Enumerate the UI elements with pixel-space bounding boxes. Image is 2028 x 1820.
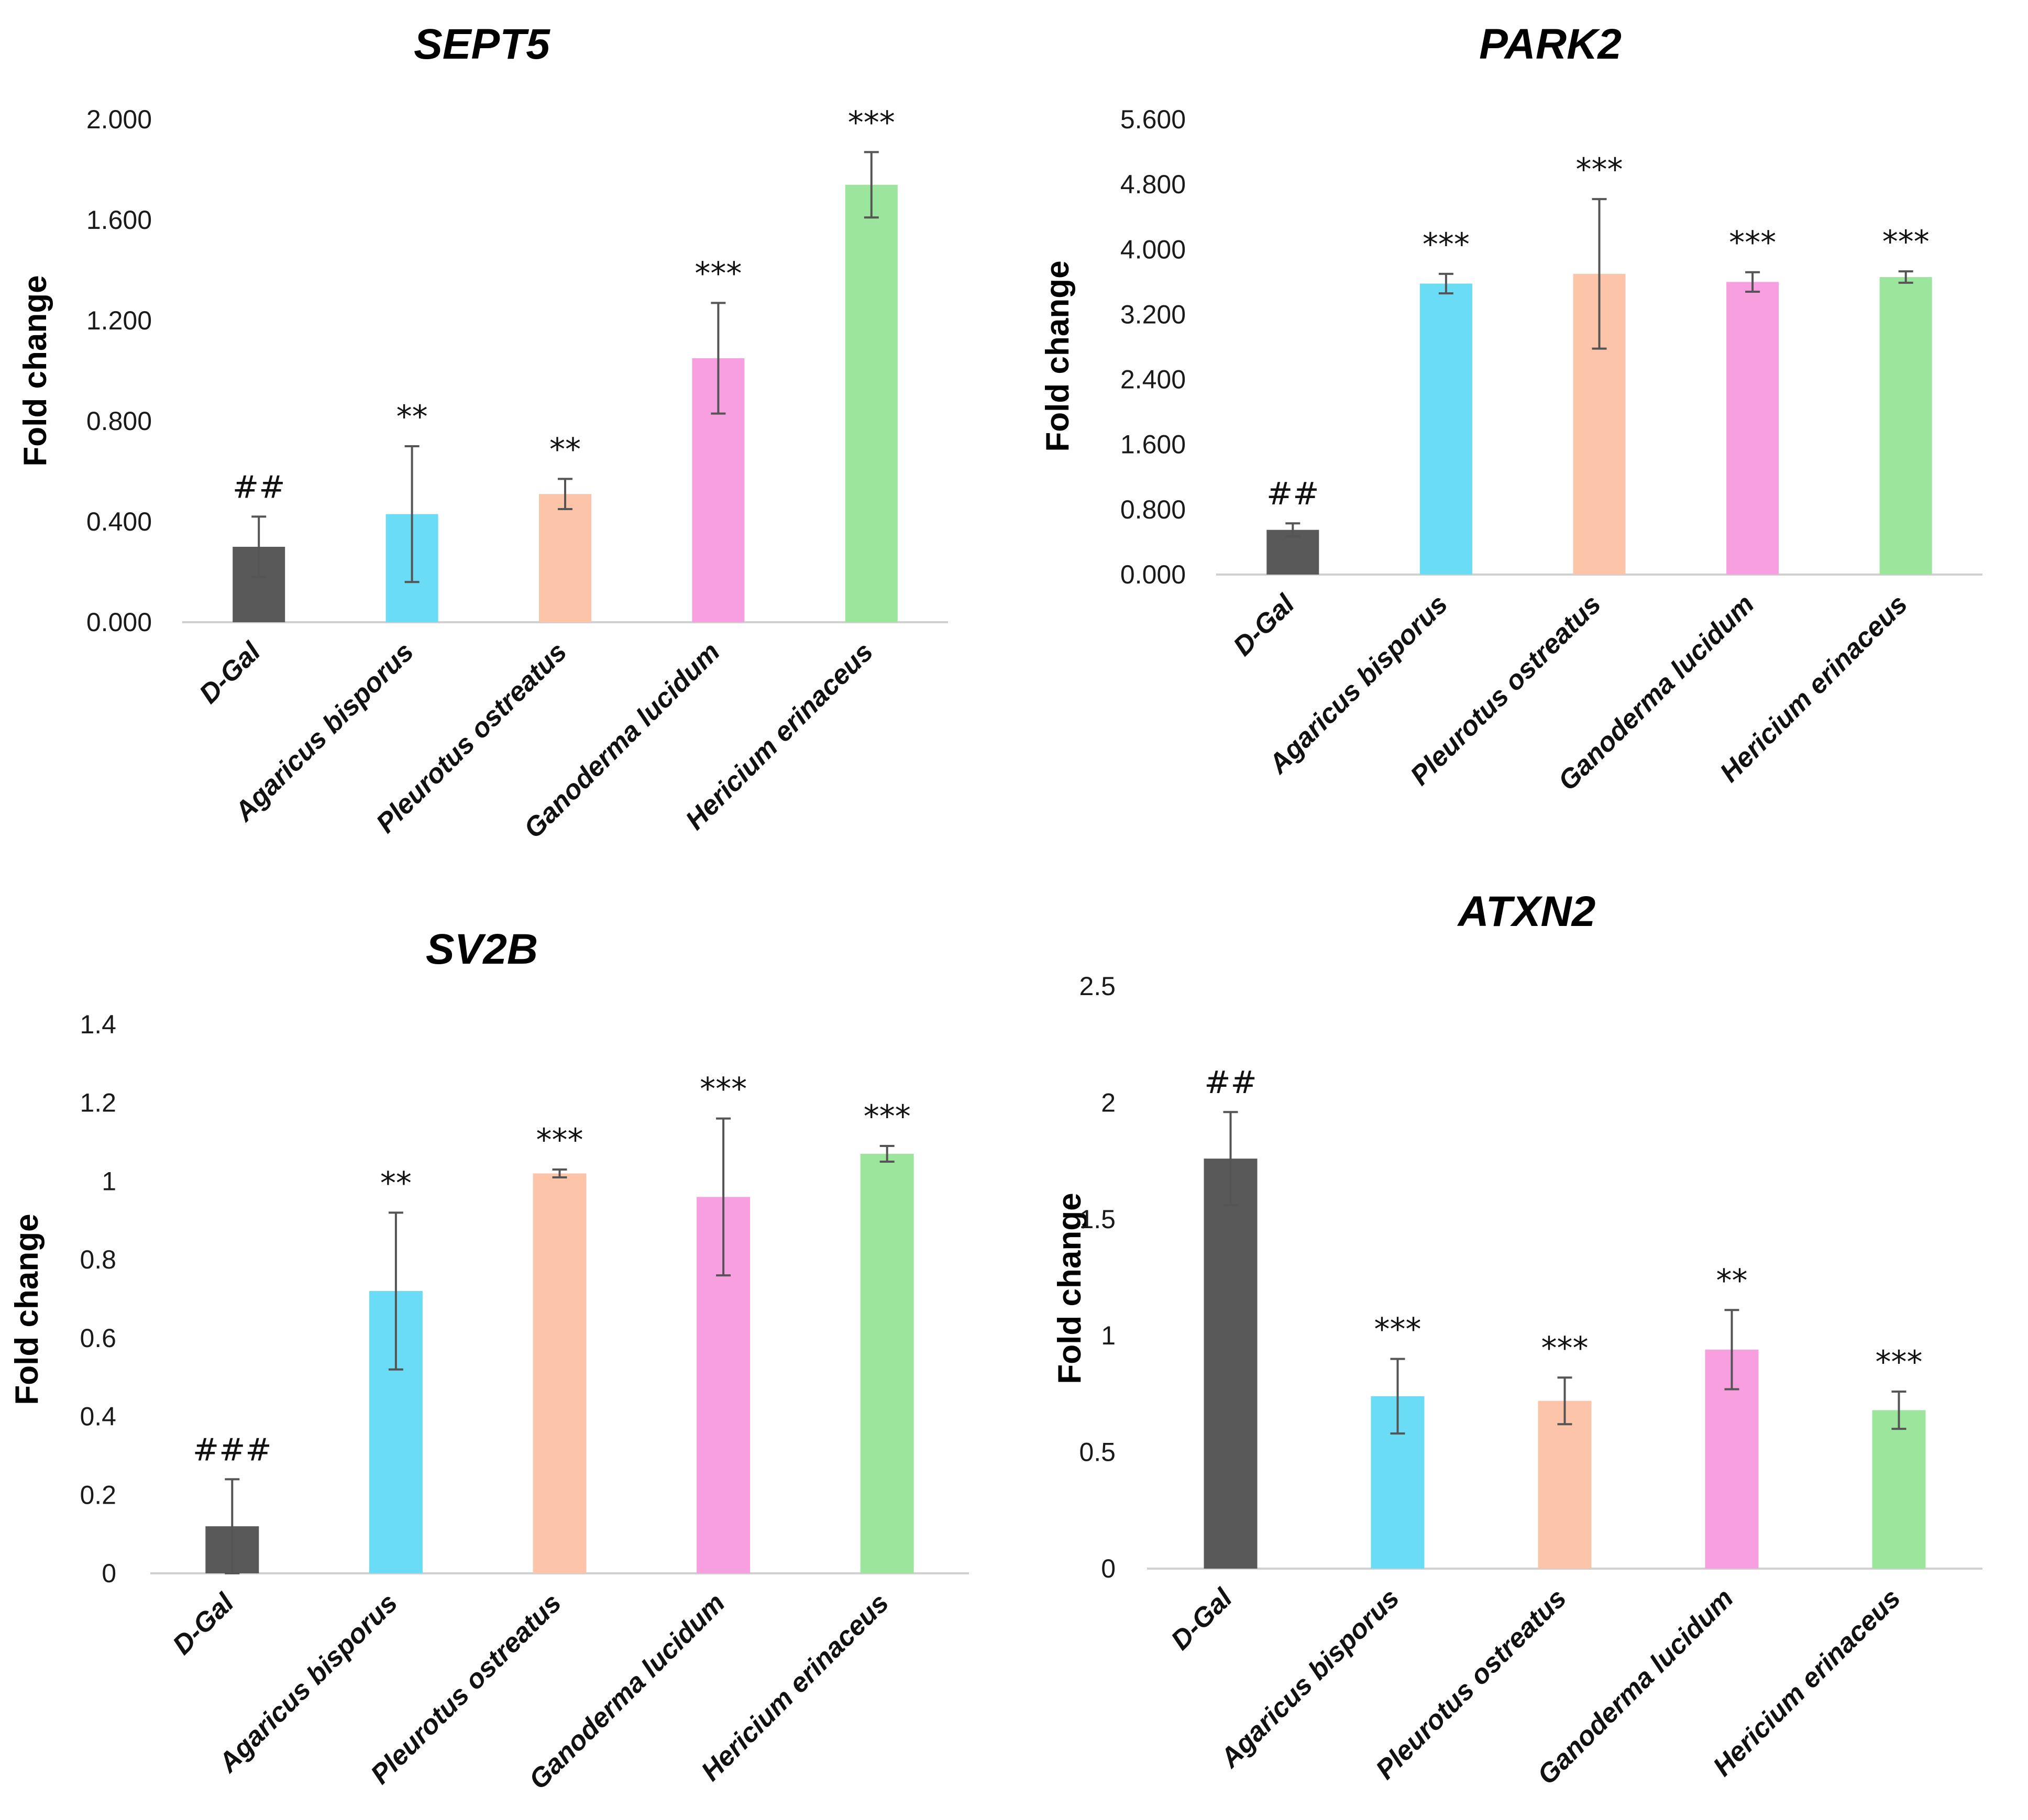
- y-axis-label: Fold change: [1052, 1193, 1088, 1384]
- y-tick-label: 0.4: [80, 1402, 116, 1431]
- category-label: D-Gal: [1228, 588, 1301, 661]
- y-tick-label: 1.2: [80, 1088, 116, 1118]
- chart-sv2b: SV2B Fold change 0 0.2 0.4 0.6 0.8 1 1.2 1.4 ### D-…: [9, 925, 969, 1795]
- chart-title: SV2B: [426, 925, 538, 973]
- y-tick-label: 1.4: [80, 1010, 116, 1039]
- y-tick-label: 1.200: [86, 306, 152, 335]
- y-tick-label: 4.000: [1120, 235, 1186, 264]
- bar: [845, 184, 898, 622]
- y-tick-label: 1.600: [86, 205, 152, 235]
- bar: [860, 1154, 914, 1573]
- y-tick-label: 0.800: [1120, 495, 1186, 524]
- bar: [1872, 1410, 1926, 1569]
- chart-title: SEPT5: [414, 20, 550, 68]
- category-label: D-Gal: [1165, 1582, 1239, 1656]
- significance-label: ##: [1266, 476, 1319, 512]
- significance-label: ***: [700, 1071, 747, 1108]
- y-tick-label: 0.6: [80, 1323, 116, 1353]
- y-tick-label: 0.2: [80, 1480, 116, 1509]
- significance-label: ***: [1374, 1311, 1421, 1348]
- chart-title: PARK2: [1479, 20, 1622, 68]
- y-tick-label: 2.400: [1120, 365, 1186, 394]
- bar: [1538, 1400, 1592, 1569]
- significance-label: ##: [1204, 1064, 1257, 1101]
- y-tick-label: 0: [1101, 1554, 1116, 1583]
- chart-park2: PARK2 Fold change 0.000 0.800 1.600 2.400 3.20…: [1040, 20, 1982, 797]
- y-axis-label: Fold change: [9, 1214, 45, 1405]
- category-label: Pleurotus ostreatus: [1370, 1583, 1572, 1785]
- significance-label: **: [380, 1165, 412, 1201]
- significance-label: ***: [864, 1098, 911, 1135]
- y-tick-label: 1.600: [1120, 430, 1186, 459]
- chart-sept5: SEPT5 Fold change 0.000 0.400 0.800 1.200 1.60…: [17, 20, 948, 844]
- category-label: Agaricus bisporus: [1214, 1583, 1405, 1774]
- significance-label: **: [1716, 1262, 1748, 1299]
- y-tick-label: 0.800: [86, 406, 152, 436]
- y-tick-label: 5.600: [1120, 105, 1186, 134]
- significance-label: ###: [193, 1431, 272, 1468]
- significance-label: ***: [1882, 224, 1930, 260]
- significance-label: ***: [1423, 226, 1470, 263]
- category-label: Hericium erinaceus: [696, 1587, 895, 1786]
- y-axis-label: Fold change: [1040, 260, 1076, 451]
- bar: [1204, 1159, 1258, 1569]
- bar: [1879, 277, 1932, 575]
- significance-label: ***: [848, 104, 895, 141]
- y-tick-label: 2.5: [1079, 972, 1116, 1001]
- significance-label: ***: [536, 1122, 583, 1159]
- bar: [1419, 283, 1472, 575]
- y-tick-label: 2: [1101, 1088, 1116, 1117]
- bar: [533, 1173, 587, 1573]
- category-label: D-Gal: [167, 1587, 240, 1660]
- bar: [1726, 282, 1779, 575]
- y-axis-label: Fold change: [17, 275, 53, 466]
- chart-title: ATXN2: [1457, 888, 1596, 935]
- y-tick-label: 0: [102, 1559, 116, 1588]
- bar: [539, 494, 591, 622]
- y-tick-label: 1: [1101, 1321, 1116, 1350]
- y-tick-label: 1.5: [1079, 1205, 1116, 1234]
- significance-label: ***: [1729, 225, 1776, 261]
- y-tick-label: 4.800: [1120, 170, 1186, 199]
- y-tick-label: 0.000: [1120, 560, 1186, 589]
- category-label: D-Gal: [194, 636, 267, 709]
- significance-label: **: [396, 399, 428, 435]
- category-label: Hericium erinaceus: [1707, 1583, 1906, 1782]
- y-tick-label: 3.200: [1120, 300, 1186, 329]
- y-tick-label: 0.000: [86, 608, 152, 637]
- y-tick-label: 2.000: [86, 105, 152, 134]
- significance-label: ***: [1876, 1344, 1923, 1381]
- y-tick-label: 0.400: [86, 507, 152, 536]
- significance-label: ***: [695, 255, 742, 292]
- significance-label: **: [549, 431, 581, 468]
- chart-atxn2: ATXN2 Fold change 0 0.5 1 1.5 2 2.5 ## D-Gal *** Ag…: [1052, 888, 1982, 1791]
- y-tick-label: 0.5: [1079, 1438, 1116, 1467]
- y-tick-label: 1: [102, 1166, 116, 1196]
- significance-label: ***: [1541, 1330, 1589, 1366]
- category-label: Agaricus bisporus: [212, 1587, 403, 1779]
- significance-label: ##: [233, 469, 285, 505]
- significance-label: ***: [1576, 151, 1623, 188]
- y-tick-label: 0.8: [80, 1245, 116, 1274]
